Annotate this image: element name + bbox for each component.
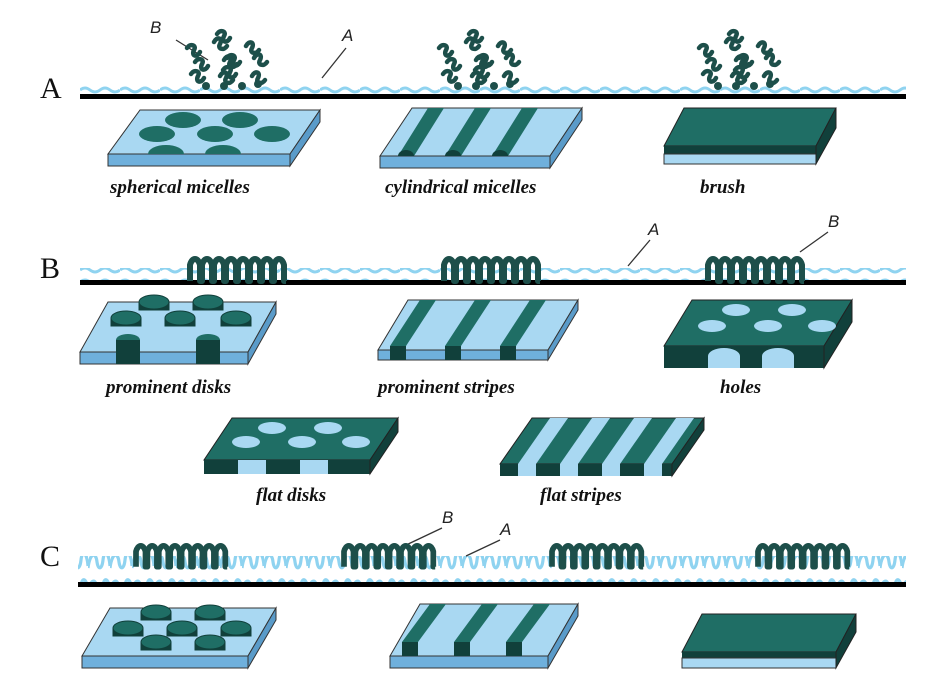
slab-c-stripes [389, 602, 579, 670]
leader-a-c [465, 539, 501, 557]
flat-micelle [133, 543, 229, 570]
flat-micelle [187, 256, 287, 284]
slab-c-disks [81, 604, 277, 670]
polymer-label-a-section-b: A [648, 220, 660, 239]
polymer-label-a-section-c: A [500, 520, 512, 539]
label-flat-disks: flat disks [256, 485, 327, 506]
micelle-cluster [696, 28, 782, 90]
label-flat-stripes: flat stripes [540, 485, 622, 506]
slab-flat-disks [203, 416, 399, 476]
section-label-b: B [40, 252, 61, 285]
leader-a-b [627, 239, 651, 267]
slab-prominent-stripes [377, 298, 579, 362]
slab-brush [663, 107, 837, 166]
micelle-cluster [436, 28, 522, 90]
flat-micelle [705, 256, 805, 284]
slab-holes [663, 298, 853, 370]
flat-micelle [755, 543, 851, 570]
slab-cylindrical-micelles [379, 106, 583, 170]
label-prominent-stripes: prominent stripes [378, 377, 515, 398]
leader-b-c [403, 527, 443, 547]
polymer-label-a-section-a: A [342, 26, 354, 45]
flat-micelle [549, 543, 645, 570]
label-cylindrical-micelles: cylindrical micelles [385, 177, 537, 198]
label-spherical-micelles: spherical micelles [110, 177, 250, 198]
label-brush: brush [700, 177, 746, 198]
leader-b-b [799, 231, 829, 253]
label-prominent-disks: prominent disks [106, 377, 232, 398]
slab-prominent-disks [79, 294, 277, 366]
leader-a-a [321, 47, 347, 79]
flat-micelle [341, 543, 437, 570]
label-holes: holes [720, 377, 762, 398]
section-label-c: C [40, 540, 61, 573]
flat-micelle [441, 256, 541, 284]
micelle-cluster [184, 28, 270, 90]
slab-c-layer [681, 613, 857, 670]
slab-spherical-micelles [107, 108, 321, 168]
slab-flat-stripes [499, 416, 705, 478]
polymer-label-b-section-b: B [828, 212, 840, 231]
polymer-label-b-section-c: B [442, 508, 454, 527]
section-label-a: A [40, 72, 62, 105]
polymer-label-b-section-a: B [150, 18, 162, 37]
